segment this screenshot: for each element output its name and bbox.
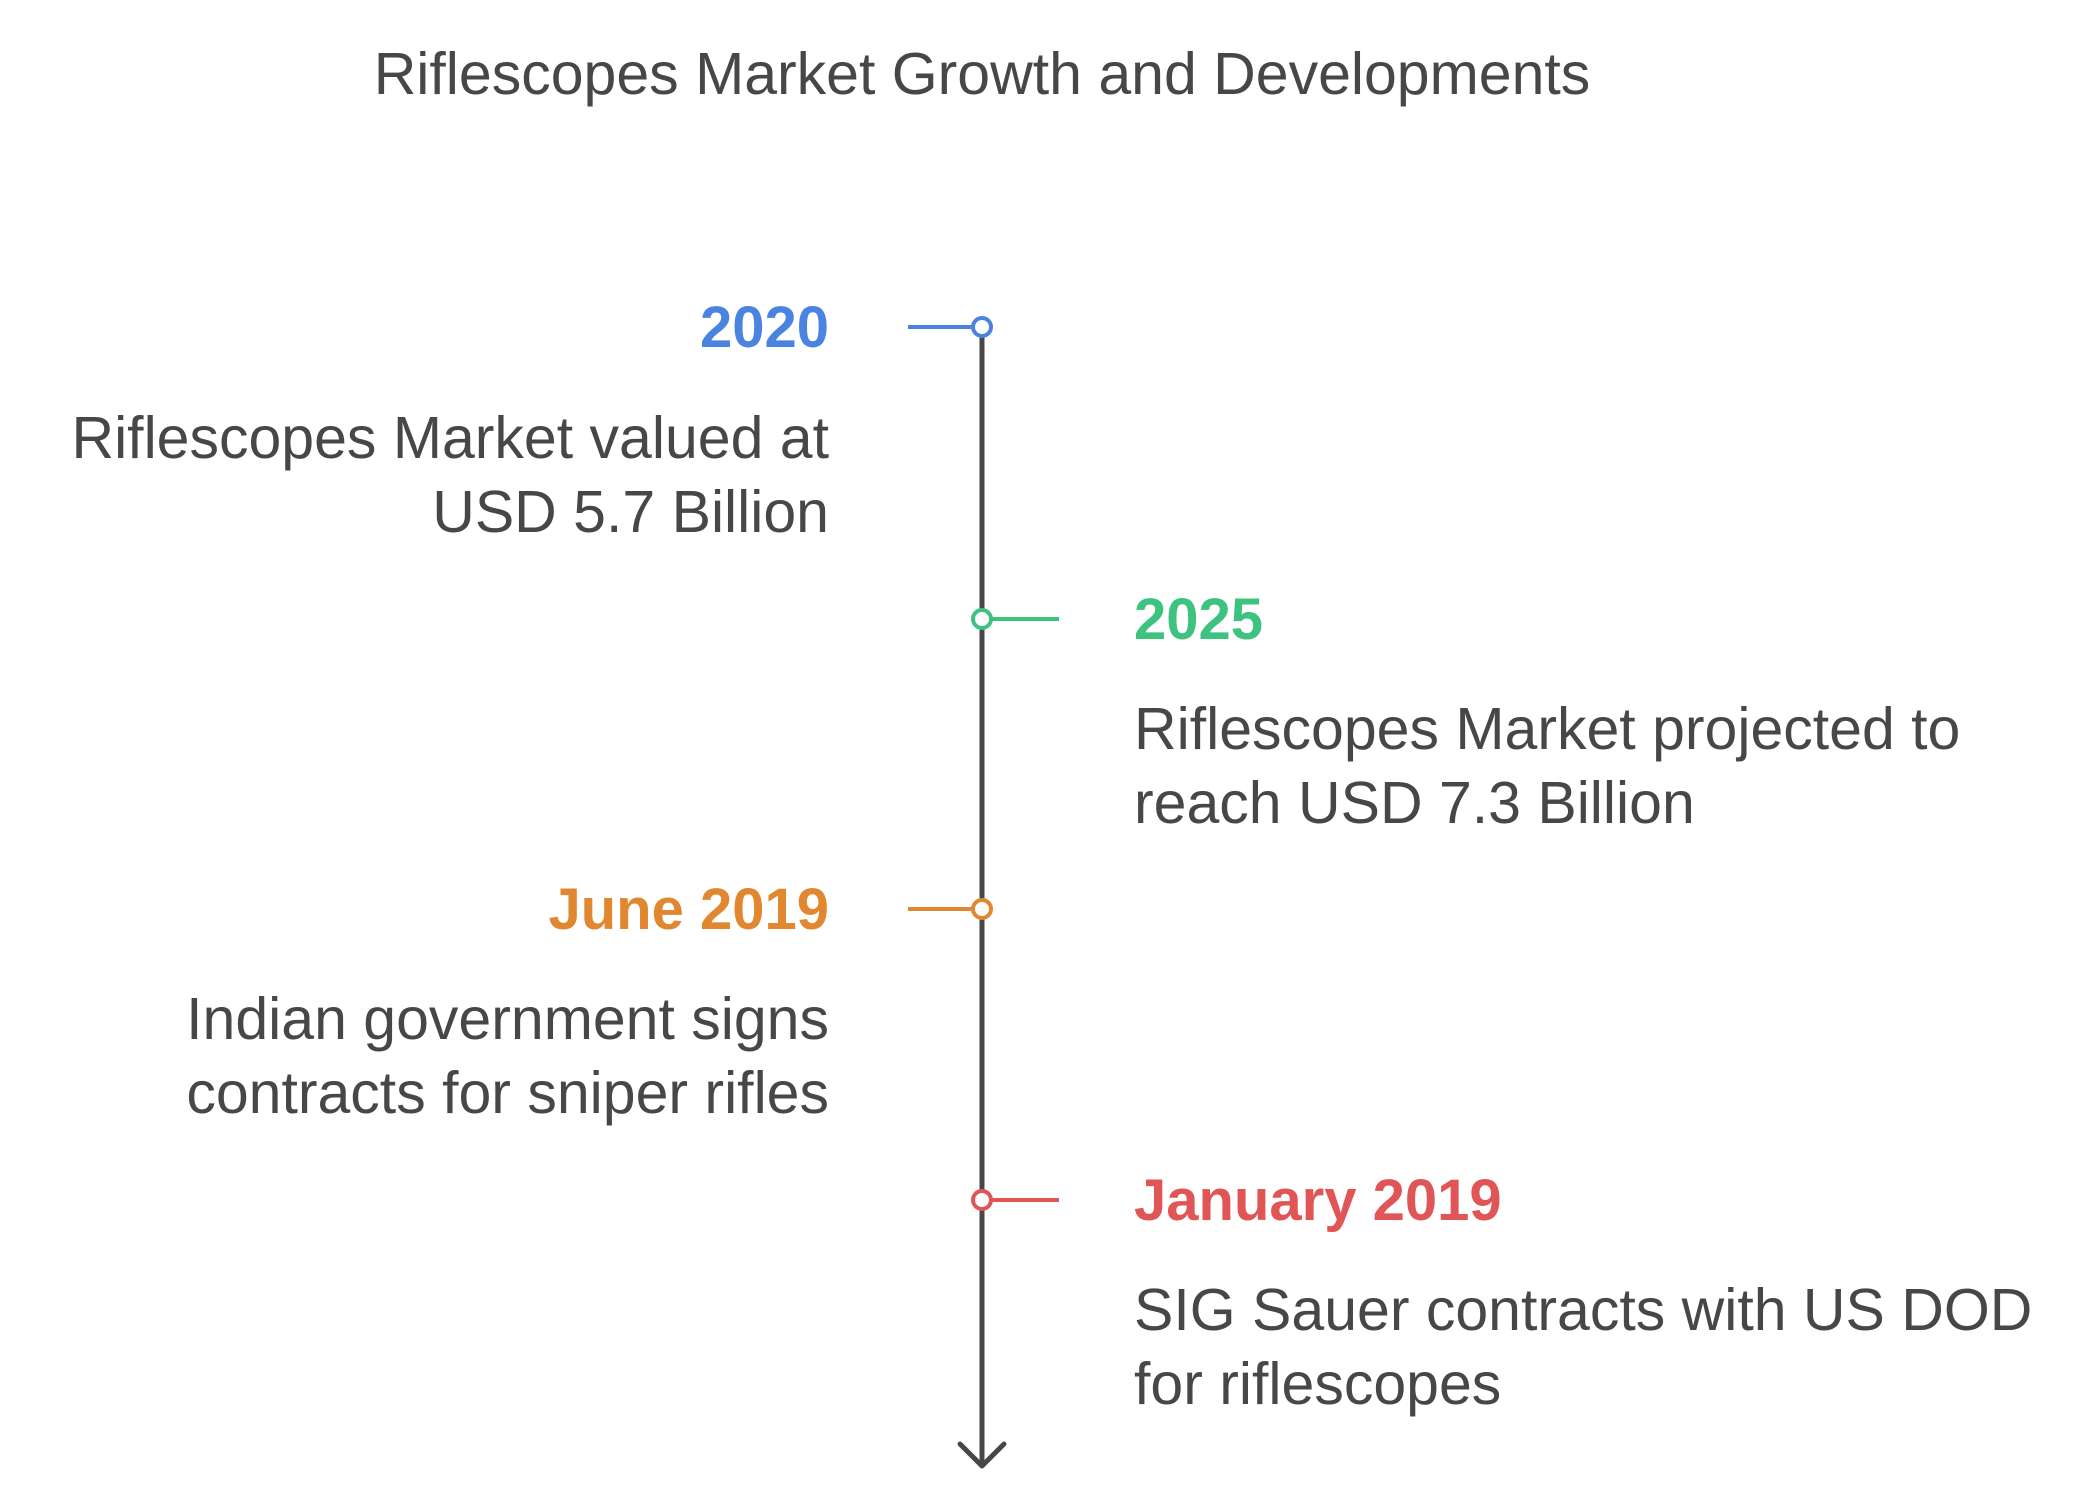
event-4-description: SIG Sauer contracts with US DOD for rifl… — [1134, 1273, 2032, 1421]
event-1-label: 2020 — [699, 295, 829, 360]
event-1-marker — [971, 316, 993, 338]
event-2-marker — [971, 608, 993, 630]
event-1-description-line: USD 5.7 Billion — [432, 479, 829, 545]
event-4-marker — [971, 1189, 993, 1211]
event-3-label: June 2019 — [548, 877, 829, 942]
event-2-description-line: Riflescopes Market projected to — [1134, 696, 1961, 762]
event-2-label: 2025 — [1134, 587, 1264, 652]
event-3-marker — [971, 898, 993, 920]
event-1-description: Riflescopes Market valued at USD 5.7 Bil… — [71, 401, 829, 549]
event-3-description: Indian government signs contracts for sn… — [186, 982, 829, 1130]
event-2-description-line: reach USD 7.3 Billion — [1134, 770, 1695, 836]
event-3-description-line: contracts for sniper rifles — [186, 1060, 829, 1126]
event-3-description-line: Indian government signs — [186, 986, 829, 1052]
event-4-label: January 2019 — [1134, 1168, 1502, 1233]
event-4-description-line: for riflescopes — [1134, 1351, 1502, 1417]
event-1-description-line: Riflescopes Market valued at — [71, 405, 829, 471]
event-2-description: Riflescopes Market projected to reach US… — [1134, 692, 1960, 840]
event-4-description-line: SIG Sauer contracts with US DOD — [1134, 1277, 2033, 1343]
arrow-down-icon — [957, 1441, 1007, 1469]
page-title: Riflescopes Market Growth and Developmen… — [373, 41, 1591, 107]
